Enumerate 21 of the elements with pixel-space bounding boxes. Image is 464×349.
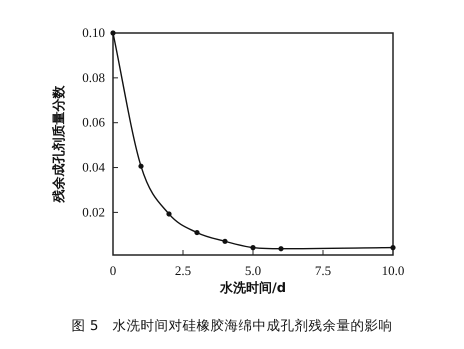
y-tick-label: 0.08 [82,70,105,85]
x-tick-label: 0 [110,263,116,278]
point [138,164,144,169]
point [390,245,396,250]
point [278,246,284,252]
caption: 图 5 水洗时间对硅橡胶海绵中成孔剂残余量的影响 [72,318,392,334]
y-tick-label: 0.10 [82,25,105,40]
point [222,238,228,244]
y-axis-title: 残余成孔剂质量分数 [51,84,67,204]
x-tick-label: 7.5 [314,263,332,278]
x-tick-label: 2.5 [174,263,192,278]
point [166,211,172,217]
point [194,230,200,236]
x-tick-label: 5.0 [244,263,262,278]
y-tick-label: 0.02 [82,204,105,220]
point [110,30,116,36]
x-axis-title: 水洗时间/d [218,281,286,296]
y-tick-label: 0.06 [82,114,106,130]
x-tick-label: 10.0 [382,263,404,278]
y-tick-label: 0.04 [82,160,106,175]
point [250,245,256,250]
